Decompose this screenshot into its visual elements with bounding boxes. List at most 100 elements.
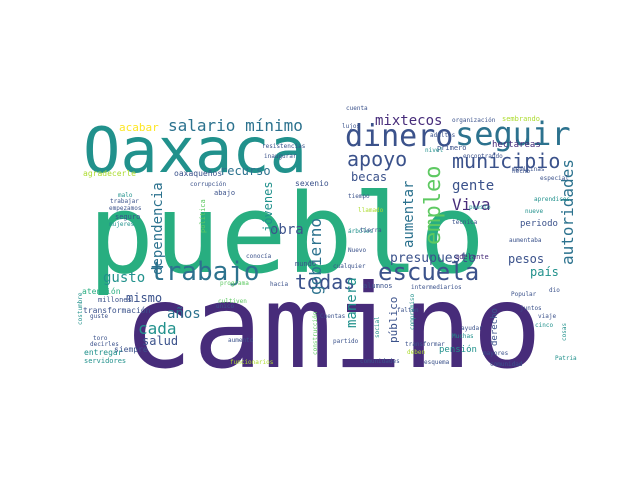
word-dependencia: dependencia — [150, 182, 166, 275]
word-mismo: mismo — [126, 291, 162, 305]
word-alumnos: alumnos — [363, 282, 393, 290]
word-jovenes: jóvenes — [261, 181, 275, 232]
word-nivel: nivel — [425, 147, 443, 154]
word-encontrando: encontrando — [463, 153, 503, 160]
word-lujos: lujos — [342, 123, 360, 130]
word-gobierno: gobierno — [306, 218, 325, 295]
word-cuenta: cuenta — [346, 105, 368, 112]
word-pesos: pesos — [508, 252, 544, 266]
word-cada: cada — [138, 319, 177, 338]
word-puesto: puesto — [469, 204, 491, 211]
word-acabar: acabar — [119, 121, 159, 134]
word-decirles: decirles — [90, 341, 119, 348]
word-aprendices: aprendices — [534, 196, 571, 203]
word-aumentaba: aumentaba — [509, 237, 542, 244]
word-transformacion: transformación — [83, 305, 151, 315]
word-esquema: esquema — [424, 359, 450, 366]
word-funcionarios: funcionarios — [230, 359, 274, 366]
word-oaxaquenos: oaxaqueños — [174, 169, 222, 178]
word-comunidad: comunidad — [490, 361, 523, 368]
word-cuentas: Cuentas — [320, 313, 346, 320]
word-viva: Viva — [452, 195, 491, 214]
word-pais: país — [530, 265, 559, 279]
word-seguir: seguir — [455, 115, 571, 153]
word-anos: años — [167, 306, 201, 322]
word-manera: manera — [344, 277, 360, 328]
word-intermediarios: intermediarios — [411, 284, 462, 291]
word-cosas: cosas — [561, 323, 568, 341]
word-politica: política — [199, 199, 207, 233]
word-muchas: Muchas — [452, 333, 474, 340]
word-costumbre: costumbre — [77, 292, 84, 325]
word-agradecerle: agradecerle — [83, 169, 136, 178]
word-organizacion: organización — [452, 117, 496, 124]
word-abajo: abajo — [214, 189, 235, 197]
word-dinero: dinero — [345, 119, 453, 154]
word-unico: único — [216, 303, 234, 310]
word-medicinas: medicinas — [512, 166, 545, 173]
word-corrupcion: corrupción — [190, 181, 227, 188]
word-gusto: gusto — [103, 270, 145, 286]
word-adultos: adultos — [430, 132, 456, 139]
word-empezamos: empezamos — [109, 205, 142, 212]
word-inaugurar: inaugurar — [264, 153, 297, 160]
word-ayudar: ayudar — [461, 325, 483, 332]
word-publico: público — [387, 297, 400, 343]
word-primero: primero — [437, 144, 467, 152]
word-tiempo: tiempo — [348, 193, 370, 200]
word-trabajo: trabajo — [150, 257, 260, 287]
word-falten: falten — [397, 307, 419, 314]
word-recurso: recurso — [220, 164, 271, 178]
word-comunidades: comunidades — [360, 358, 400, 365]
word-transformar: transformar — [405, 341, 445, 348]
word-tierra: tierra — [360, 227, 382, 234]
word-tecnica: técnica — [452, 219, 478, 226]
word-aumentar: aumentar — [401, 181, 417, 248]
word-oaxaca: Oaxaca — [83, 114, 307, 187]
word-mujeres: mujeres — [109, 221, 135, 228]
word-servidores: servidores — [84, 357, 126, 365]
word-obra: obra — [270, 222, 304, 238]
word-viaje: viaje — [538, 313, 556, 320]
word-cultiven: cultiven — [218, 298, 247, 305]
word-adelante: adelante — [455, 253, 489, 261]
word-compromiso: compromiso — [409, 293, 416, 330]
word-patria: Patria — [555, 355, 577, 362]
word-hectareas: hectáreas — [492, 140, 541, 150]
word-hecho: hecho — [512, 168, 530, 175]
word-popular: Popular — [511, 291, 537, 298]
word-cualquier: cualquier — [333, 263, 366, 270]
word-autoridades: autoridades — [558, 159, 577, 265]
word-pueblo: pueblo — [88, 170, 485, 298]
word-nuevo: Nuevo — [348, 247, 366, 254]
word-entregar: entregar — [84, 348, 123, 357]
word-guste: guste — [90, 313, 108, 320]
word-salario-minimo: salario mínimo — [168, 116, 303, 135]
word-municipio: municipio — [452, 149, 560, 173]
word-derecho: derecho — [490, 308, 500, 346]
word-becas: becas — [351, 170, 387, 184]
word-presupuesto: presupuesto — [390, 251, 476, 266]
word-cinco: cinco — [535, 322, 553, 329]
word-atencion: atención — [82, 286, 121, 296]
word-malo: malo — [118, 192, 133, 199]
word-sembrando: sembrando — [502, 115, 540, 123]
word-salud: salud — [142, 334, 178, 348]
word-camino: camino — [123, 260, 542, 395]
word-millones: millones — [98, 296, 132, 304]
word-trabajar: trabajar — [110, 198, 139, 205]
word-resistencias: resistencias — [262, 143, 306, 150]
word-siempre: siempre — [114, 345, 148, 354]
word-pension: pensión — [439, 344, 477, 355]
word-social: social — [374, 316, 381, 338]
word-programa: programa — [220, 280, 249, 287]
word-nueve: nueve — [525, 208, 543, 215]
word-arboles: árboles — [348, 228, 374, 235]
word-mundo: mundo — [295, 260, 316, 268]
word-mayores: mayores — [483, 350, 509, 357]
word-escuela: escuela — [378, 258, 479, 286]
word-sexenio: sexenio — [295, 179, 329, 188]
word-todas: todas — [295, 270, 355, 294]
word-construccion: construcción — [312, 311, 319, 355]
